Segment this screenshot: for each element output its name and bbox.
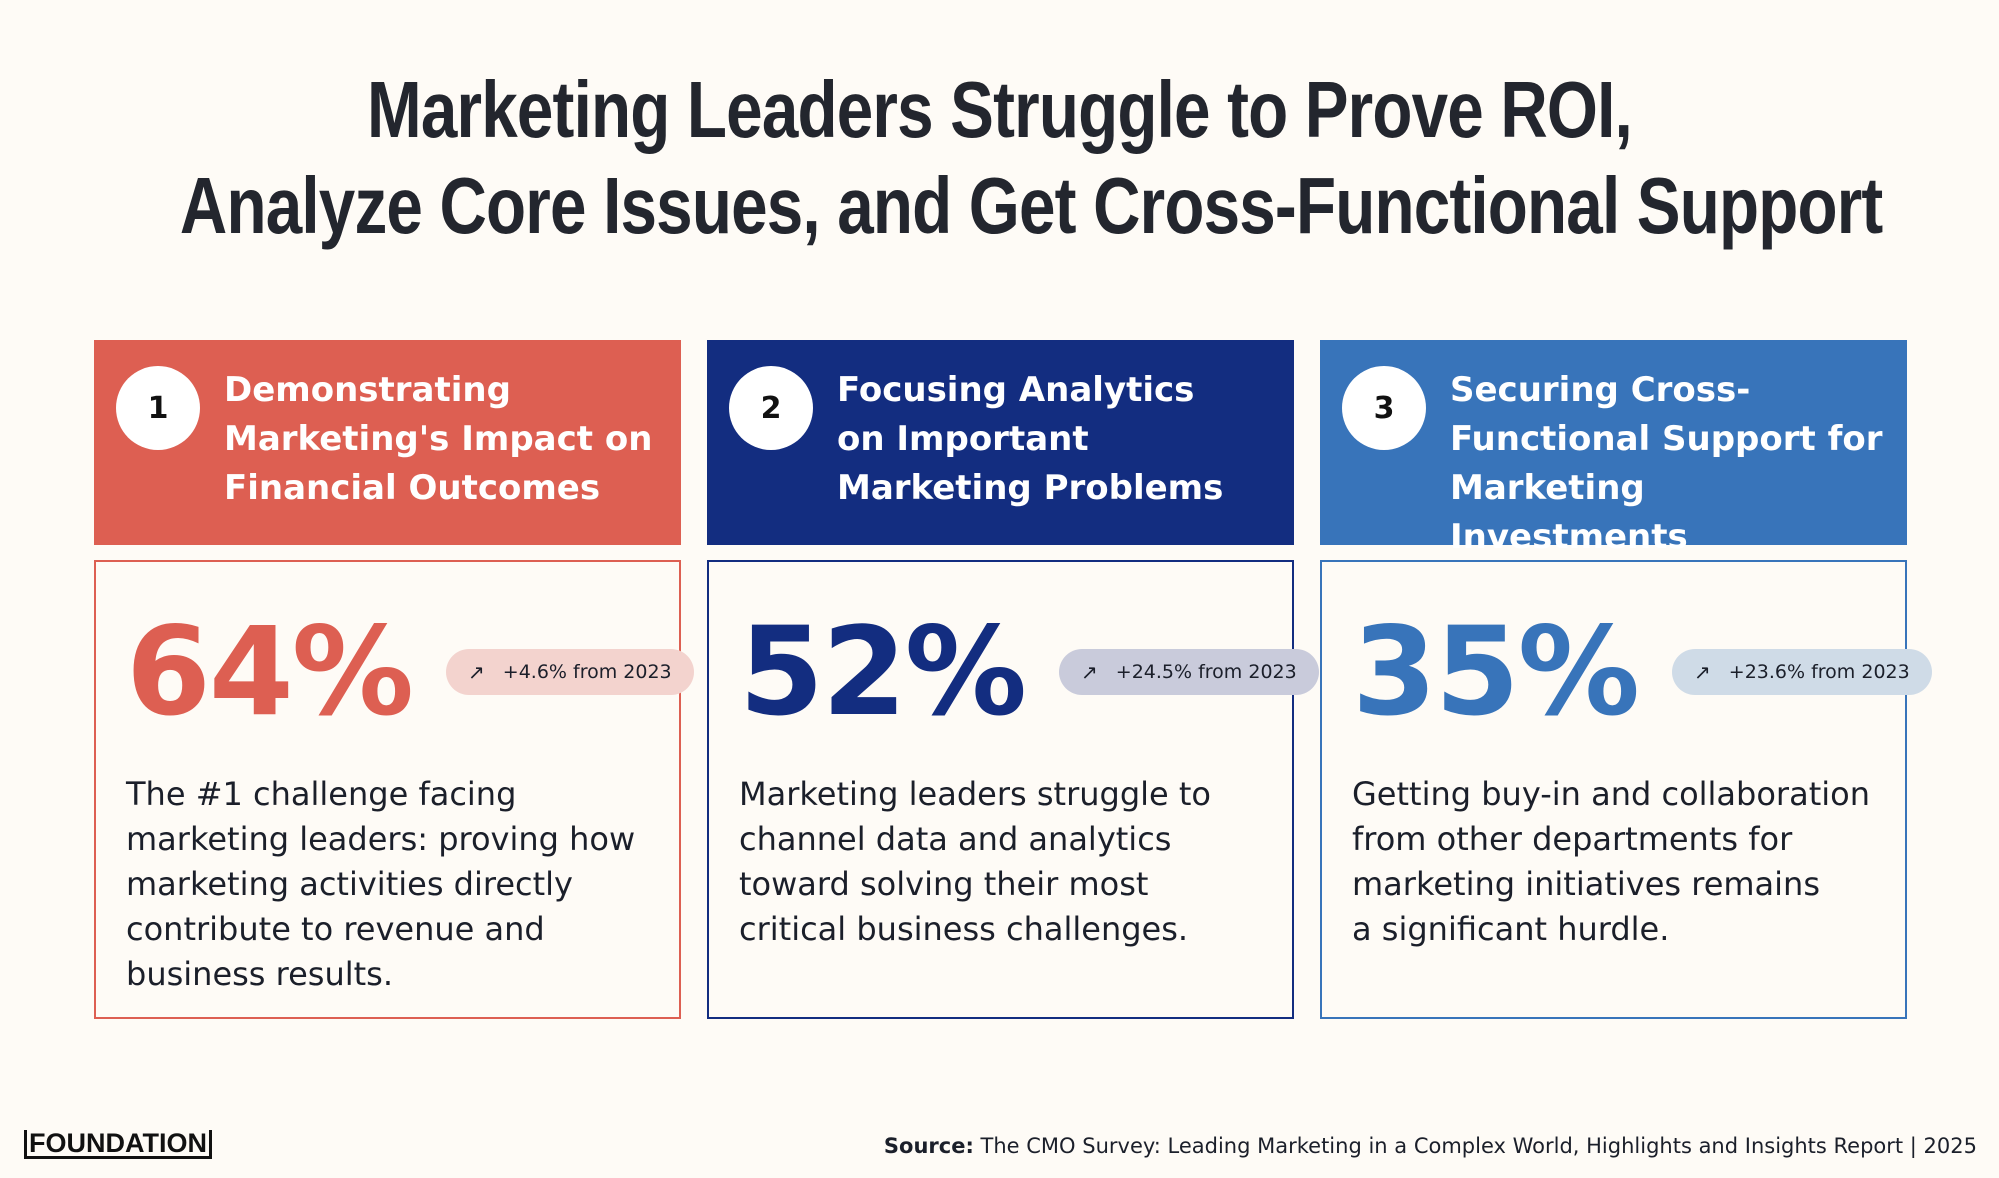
stat-value: 64% [126, 601, 414, 743]
card-description: The #1 challenge facing marketing leader… [126, 775, 636, 993]
arrow-up-right-icon: ↗ [468, 660, 485, 684]
change-badge: ↗ +24.5% from 2023 [1059, 649, 1319, 695]
card-body: 35% ↗ +23.6% from 2023 Getting buy-in and… [1320, 560, 1932, 1019]
card-heading: Securing Cross- Functional Support for M… [1450, 370, 1883, 557]
card-body: 52% ↗ +24.5% from 2023 Marketing leaders … [707, 560, 1319, 1019]
card-description: Marketing leaders struggle to channel da… [739, 775, 1211, 948]
card-heading: Focusing Analytics on Important Marketin… [837, 370, 1224, 508]
stat-card: 3 Securing Cross- Functional Support for… [1320, 340, 1932, 1019]
change-badge: ↗ +4.6% from 2023 [446, 649, 694, 695]
card-number-badge: 1 [116, 366, 200, 450]
stat-card: 1 Demonstrating Marketing's Impact on Fi… [94, 340, 694, 1019]
card-header: 3 Securing Cross- Functional Support for… [1320, 340, 1907, 557]
card-header: 2 Focusing Analytics on Important Market… [707, 340, 1294, 545]
card-heading: Demonstrating Marketing's Impact on Fina… [224, 370, 653, 508]
card-header: 1 Demonstrating Marketing's Impact on Fi… [94, 340, 681, 545]
change-badge: ↗ +23.6% from 2023 [1672, 649, 1932, 695]
stat-value: 35% [1352, 601, 1640, 743]
arrow-up-right-icon: ↗ [1694, 660, 1711, 684]
card-number-badge: 2 [729, 366, 813, 450]
page-title: Marketing Leaders Struggle to Prove ROI,… [179, 65, 1883, 250]
arrow-up-right-icon: ↗ [1081, 660, 1098, 684]
card-body: 64% ↗ +4.6% from 2023 The #1 challenge fa… [94, 560, 694, 1019]
stat-value: 52% [739, 601, 1027, 743]
card-description: Getting buy-in and collaboration from ot… [1352, 775, 1870, 948]
stat-card: 2 Focusing Analytics on Important Market… [707, 340, 1319, 1019]
card-number-badge: 3 [1342, 366, 1426, 450]
foundation-logo: FOUNDATION [24, 1130, 212, 1159]
source-citation: Source: The CMO Survey: Leading Marketin… [883, 1134, 1977, 1158]
